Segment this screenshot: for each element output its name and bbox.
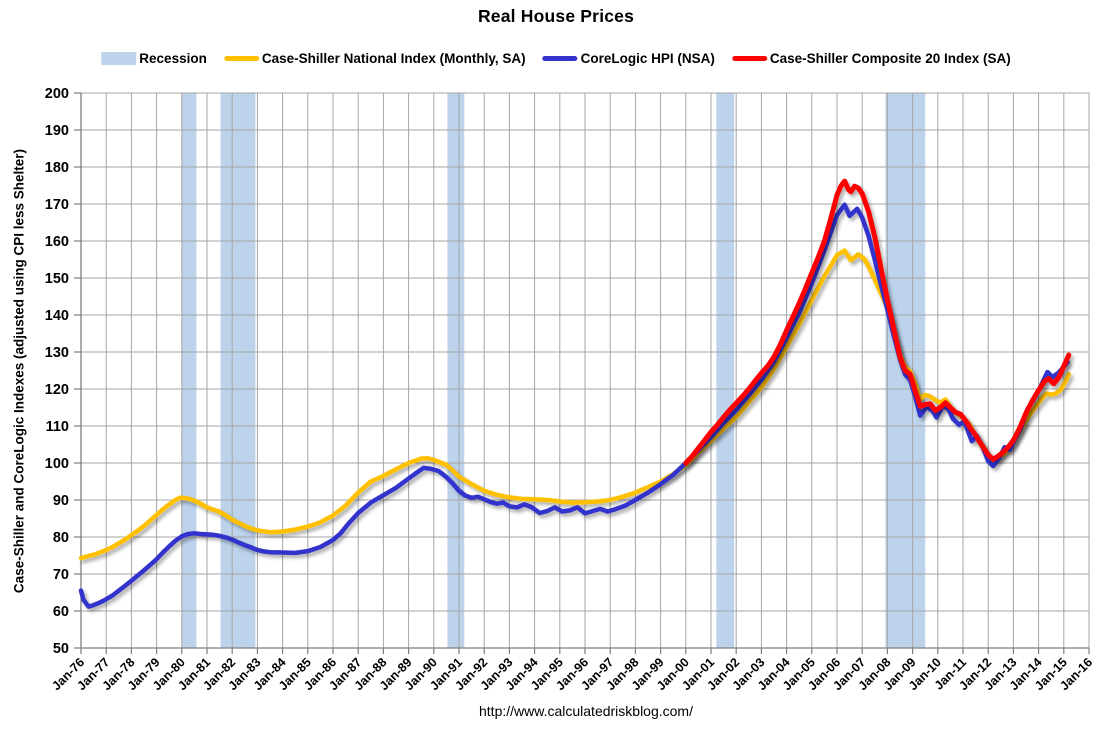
legend-recession-swatch-icon bbox=[101, 52, 137, 65]
recession-band bbox=[716, 93, 735, 648]
series-line-1 bbox=[78, 202, 1070, 609]
recession-band bbox=[447, 93, 465, 648]
y-tick-label: 100 bbox=[45, 456, 69, 472]
recession-band bbox=[220, 93, 256, 648]
legend-series-1-swatch-icon bbox=[542, 56, 578, 61]
y-tick-label: 190 bbox=[45, 123, 69, 139]
y-tick-label: 110 bbox=[46, 419, 69, 435]
legend-series-1-label: CoreLogic HPI (NSA) bbox=[580, 51, 715, 66]
y-tick-label: 90 bbox=[53, 493, 69, 509]
y-tick-label: 150 bbox=[45, 271, 69, 287]
y-tick-label: 170 bbox=[45, 197, 69, 213]
legend-recession: Recession bbox=[101, 51, 207, 66]
legend-series-1: CoreLogic HPI (NSA) bbox=[542, 51, 715, 66]
legend-series-2: Case-Shiller Composite 20 Index (SA) bbox=[731, 51, 1011, 66]
series-line-2 bbox=[683, 178, 1072, 466]
legend-series-2-label: Case-Shiller Composite 20 Index (SA) bbox=[769, 51, 1011, 66]
legend: Recession Case-Shiller National Index (Mo… bbox=[101, 51, 1011, 66]
legend-series-0-label: Case-Shiller National Index (Monthly, SA… bbox=[261, 51, 526, 66]
y-tick-label: 120 bbox=[45, 382, 69, 398]
y-tick-label: 80 bbox=[53, 530, 69, 546]
legend-series-0-swatch-icon bbox=[223, 56, 259, 61]
legend-recession-label: Recession bbox=[139, 51, 207, 66]
y-tick-label: 50 bbox=[53, 641, 69, 657]
y-tick-label: 70 bbox=[53, 567, 69, 583]
recession-band bbox=[181, 93, 197, 648]
chart-title: Real House Prices bbox=[477, 6, 635, 26]
y-tick-label: 140 bbox=[45, 308, 69, 324]
y-tick-label: 130 bbox=[45, 345, 69, 361]
y-tick-label: 60 bbox=[53, 604, 69, 620]
y-tick-label: 180 bbox=[45, 160, 69, 176]
legend-series-0: Case-Shiller National Index (Monthly, SA… bbox=[223, 51, 526, 66]
source-url: http://www.calculatedriskblog.com/ bbox=[479, 703, 693, 719]
legend-series-2-swatch-icon bbox=[731, 56, 767, 61]
y-tick-label: 200 bbox=[45, 86, 69, 102]
y-tick-label: 160 bbox=[45, 234, 69, 250]
